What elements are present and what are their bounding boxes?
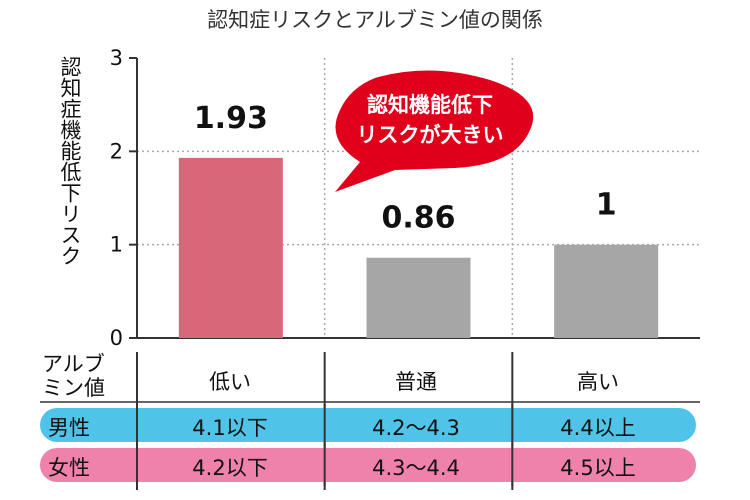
y-tick-label: 0: [110, 326, 123, 350]
chart-title: 認知症リスクとアルブミン値の関係: [207, 8, 543, 32]
table-row-pill: [40, 408, 696, 442]
bar: [178, 157, 283, 338]
male-value-high: 4.4以上: [560, 416, 636, 440]
annotation-line-2: リスクが大きい: [356, 123, 504, 147]
bar: [366, 257, 471, 338]
y-tick-label: 3: [110, 46, 123, 70]
category-label-normal: 普通: [395, 370, 437, 394]
female-value-high: 4.5以上: [560, 456, 636, 480]
annotation-line-1: 認知機能低下: [367, 93, 493, 117]
annotation-text: 認知機能低下 リスクが大きい: [342, 90, 518, 150]
y-tick-label: 2: [110, 139, 123, 163]
table-header-label-line-2: ミン値: [42, 376, 105, 400]
category-label-high: 高い: [577, 370, 619, 394]
category-label-low: 低い: [209, 370, 251, 394]
bar-value-label: 0.86: [381, 201, 455, 236]
y-tick-label: 1: [110, 233, 123, 257]
y-axis-label: 認知症機能低下リスク: [58, 56, 82, 266]
table-header-label-line-1: アルブ: [42, 352, 105, 376]
bar: [554, 244, 659, 338]
table-row-pill: [40, 448, 696, 482]
annotation-bubble: [335, 70, 534, 192]
bar-value-label: 1.93: [194, 101, 268, 136]
male-value-low: 4.1以下: [192, 416, 268, 440]
female-value-normal: 4.3〜4.4: [372, 456, 460, 480]
bar-value-label: 1: [596, 188, 617, 223]
row-label-female: 女性: [48, 456, 90, 480]
table-header-label: アルブ ミン値: [42, 352, 105, 400]
male-value-normal: 4.2〜4.3: [372, 416, 460, 440]
row-label-male: 男性: [48, 416, 90, 440]
female-value-low: 4.2以下: [192, 456, 268, 480]
